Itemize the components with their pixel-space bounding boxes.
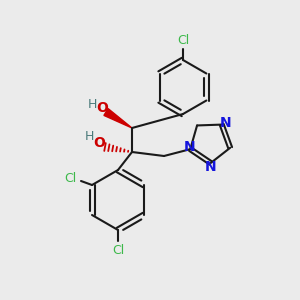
- Text: Cl: Cl: [112, 244, 124, 257]
- Text: N: N: [205, 160, 217, 174]
- Text: H: H: [84, 130, 94, 143]
- Text: Cl: Cl: [177, 34, 189, 47]
- Text: O: O: [96, 101, 108, 115]
- Text: N: N: [220, 116, 232, 130]
- Text: N: N: [184, 140, 195, 154]
- Text: O: O: [93, 136, 105, 150]
- Text: Cl: Cl: [64, 172, 76, 185]
- Polygon shape: [104, 109, 132, 128]
- Text: H: H: [87, 98, 97, 110]
